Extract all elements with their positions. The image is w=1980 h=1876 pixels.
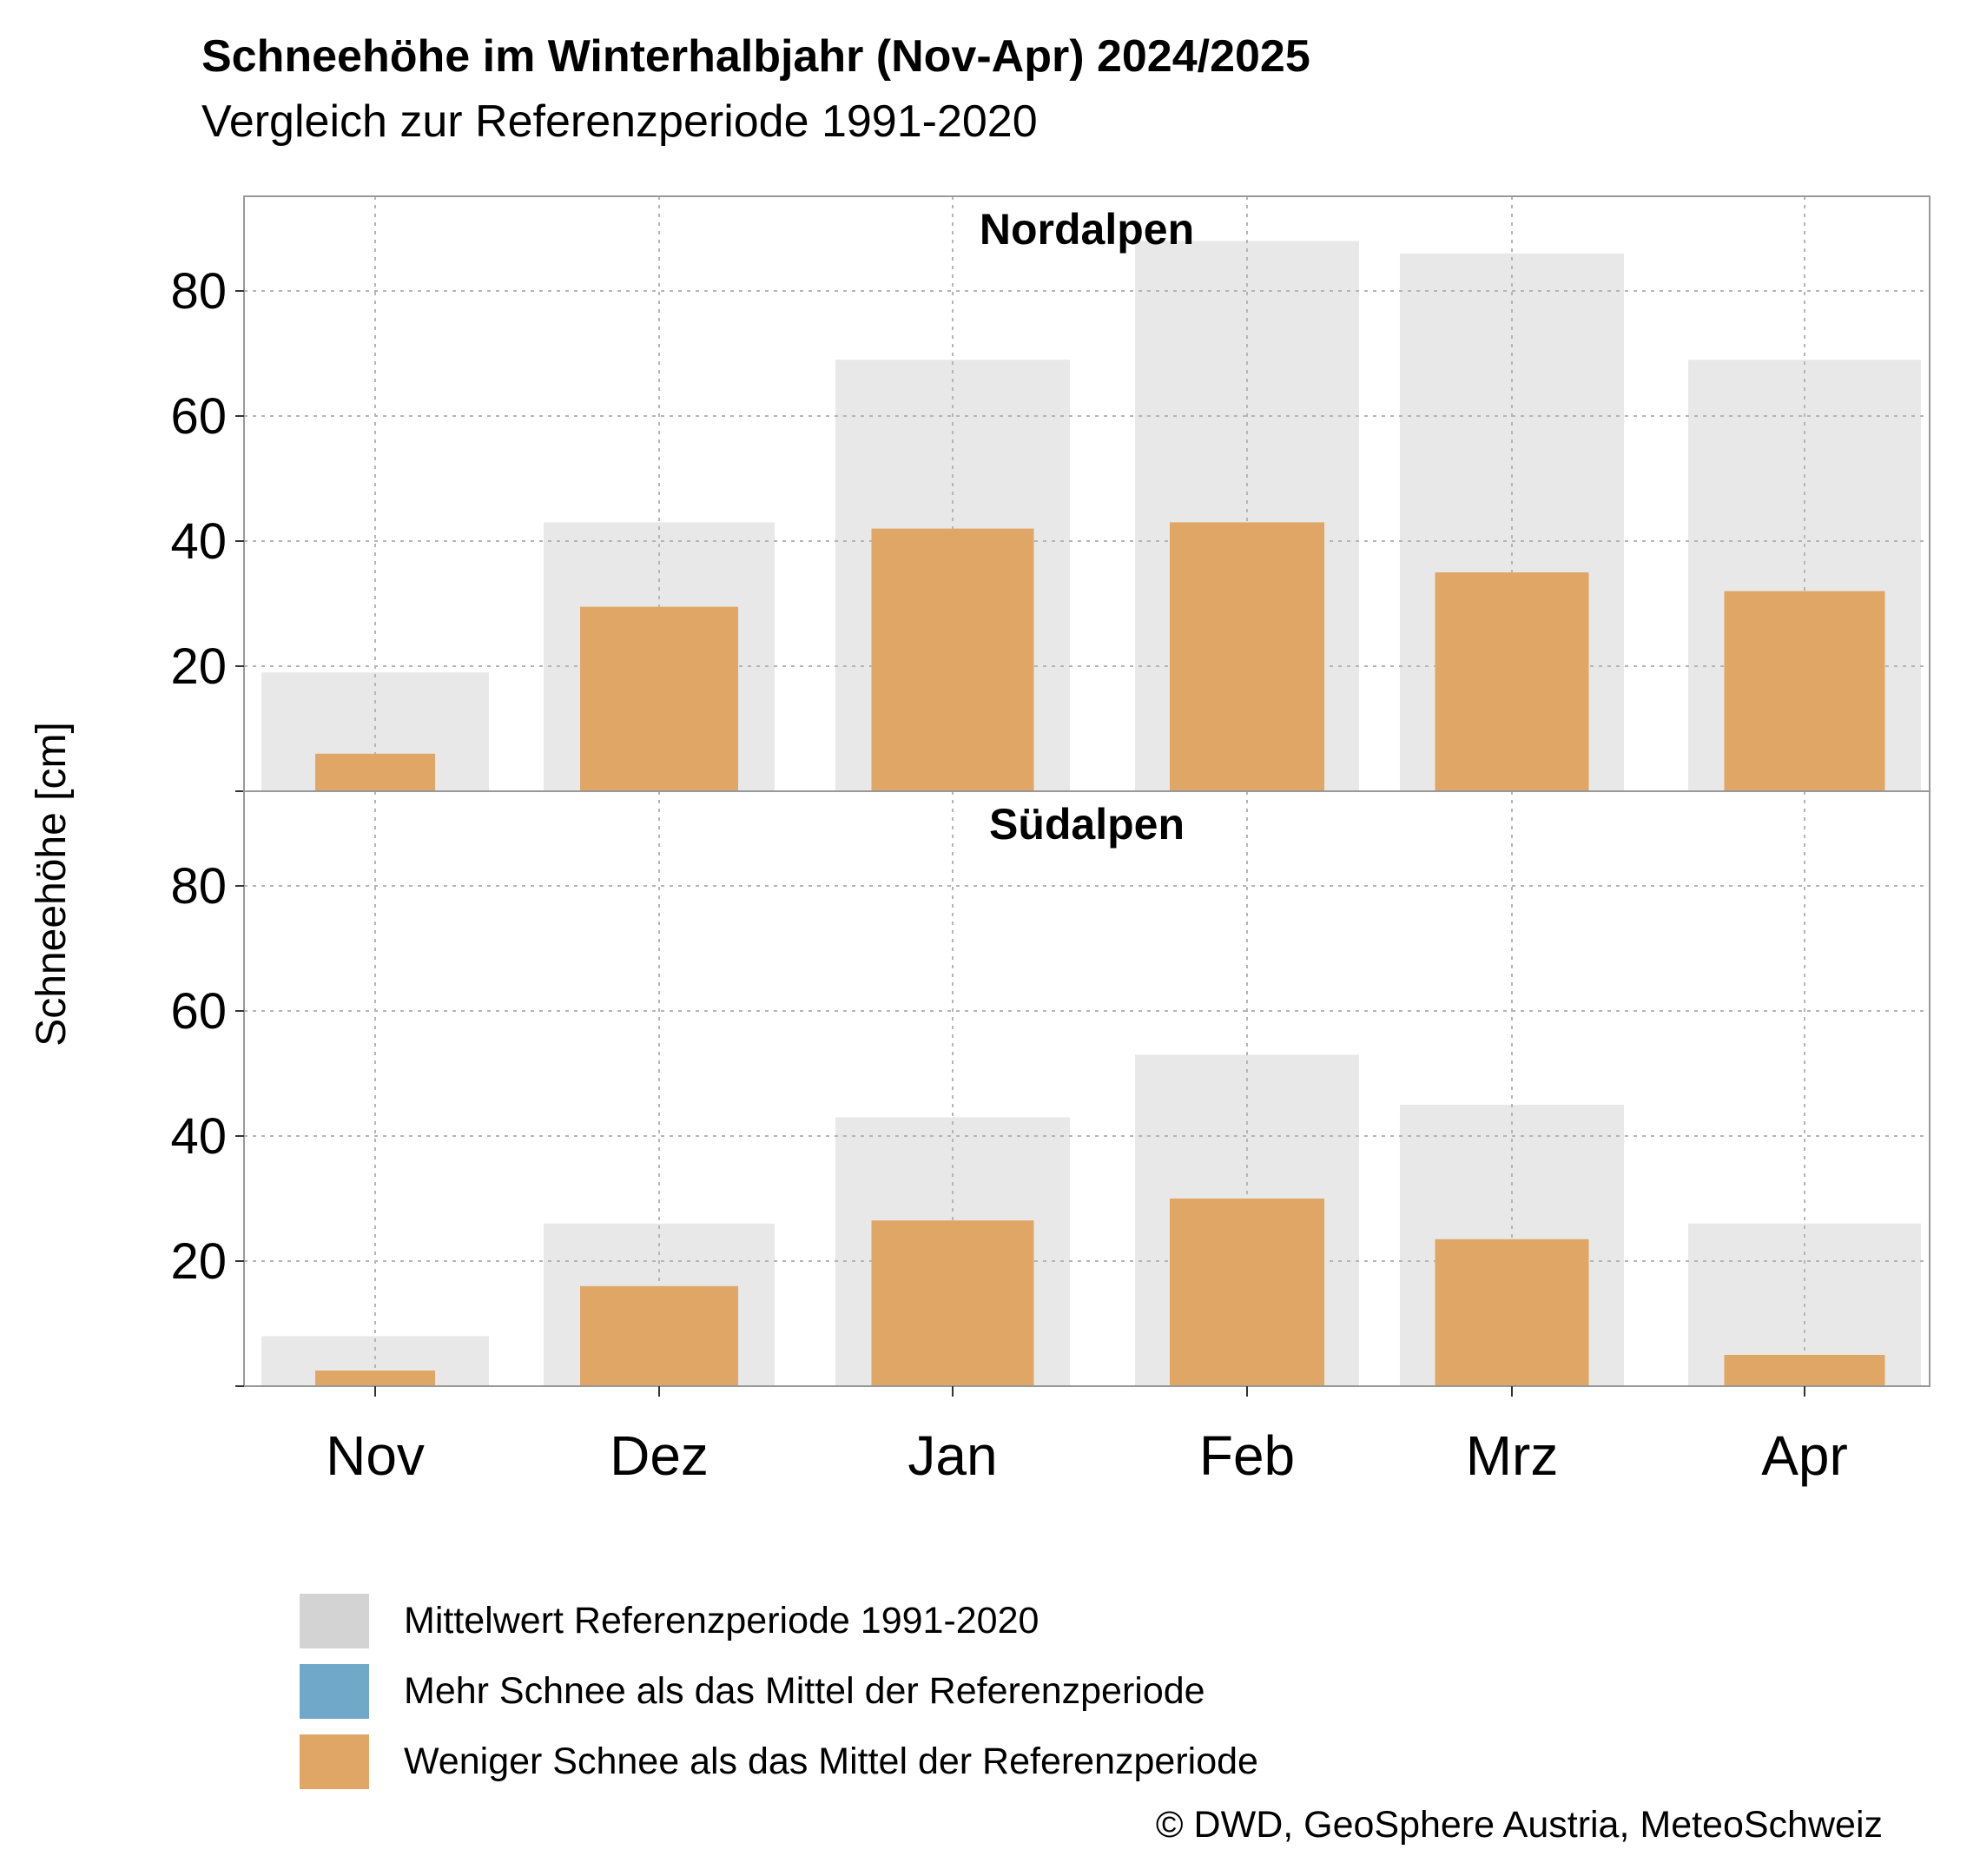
value-bar-apr (1724, 591, 1885, 791)
y-tick-label: 40 (170, 1108, 227, 1165)
panel-border (243, 790, 1930, 1387)
legend: Mittelwert Referenzperiode 1991-2020 Meh… (300, 1594, 1258, 1789)
source-credit: © DWD, GeoSphere Austria, MeteoSchweiz (1156, 1804, 1883, 1846)
y-tick-label: 20 (170, 638, 227, 695)
value-bar-dez (580, 606, 738, 791)
value-bar-nov (315, 1371, 435, 1386)
value-bar-nov (315, 753, 435, 791)
panel-nordalpen: Nordalpen 20 40 60 80 (170, 195, 1930, 792)
y-tick-label: 60 (170, 388, 227, 445)
chart-subtitle: Vergleich zur Referenzperiode 1991-2020 (201, 96, 1038, 147)
panel-title: Nordalpen (980, 205, 1194, 254)
value-bar-feb (1170, 1199, 1324, 1386)
panel-title: Südalpen (989, 800, 1185, 849)
value-bar-apr (1724, 1355, 1885, 1386)
y-axis-label: Schneehöhe [cm] (29, 722, 75, 1047)
value-bar-mrz (1435, 572, 1589, 791)
value-bar-feb (1170, 522, 1324, 791)
x-tick-label-nov: Nov (326, 1424, 425, 1487)
legend-label-more: Mehr Schnee als das Mittel der Referenzp… (404, 1670, 1205, 1712)
legend-label-reference: Mittelwert Referenzperiode 1991-2020 (404, 1600, 1039, 1642)
x-tick-label-dez: Dez (610, 1424, 709, 1487)
panels: Nordalpen 20 40 60 80 Südalpen 20 40 60 80 (170, 195, 1930, 1387)
y-tick-label: 60 (170, 983, 227, 1040)
x-tick-label-feb: Feb (1199, 1424, 1295, 1487)
value-bar-jan (871, 1220, 1034, 1386)
legend-swatch-reference (300, 1594, 369, 1648)
panel-background (244, 196, 1930, 791)
x-tick-label-mrz: Mrz (1466, 1424, 1559, 1487)
y-tick-label: 80 (170, 263, 227, 320)
legend-label-less: Weniger Schnee als das Mittel der Refere… (404, 1741, 1258, 1782)
x-axis: Nov Dez Jan Feb Mrz Apr (326, 1386, 1848, 1487)
value-bar-dez (580, 1285, 738, 1386)
panel-background (244, 791, 1930, 1386)
panel-südalpen: Südalpen 20 40 60 80 (170, 790, 1930, 1387)
y-tick-label: 20 (170, 1233, 227, 1290)
x-tick-label-jan: Jan (908, 1424, 997, 1487)
x-tick-label-apr: Apr (1761, 1424, 1848, 1487)
chart-title: Schneehöhe im Winterhalbjahr (Nov-Apr) 2… (201, 31, 1310, 82)
legend-swatch-more (300, 1664, 369, 1719)
y-tick-label: 80 (170, 858, 227, 915)
value-bar-jan (871, 528, 1034, 791)
y-tick-label: 40 (170, 513, 227, 570)
value-bar-mrz (1435, 1239, 1589, 1386)
legend-swatch-less (300, 1734, 369, 1789)
